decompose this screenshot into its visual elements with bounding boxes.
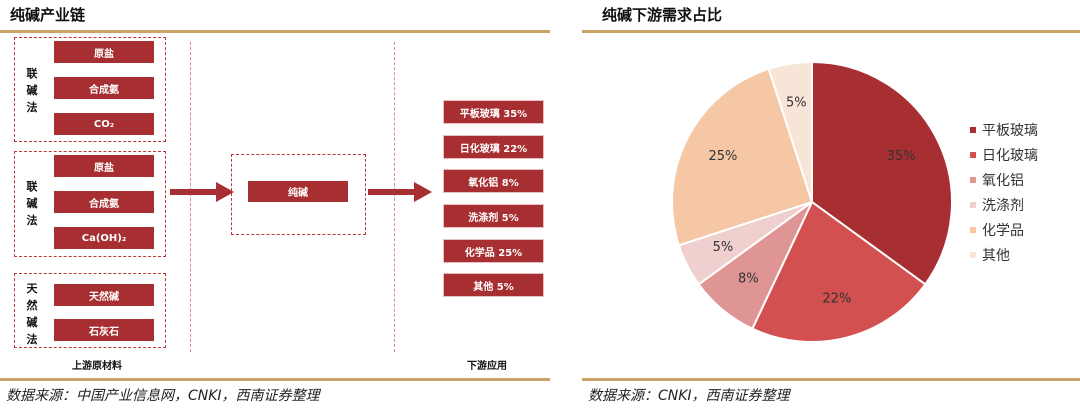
legend-label: 化学品 <box>982 222 1024 239</box>
legend-item: 洗涤剂 <box>970 192 1038 217</box>
supply-chain-panel: 纯碱产业链 联碱法 原盐 合成氨 CO₂ 联碱法 原盐 合成氨 Ca(OH)₂ … <box>0 6 550 404</box>
legend-swatch <box>970 151 976 158</box>
input-box-salt-2: 原盐 <box>54 155 154 177</box>
process-group-2 <box>14 151 166 257</box>
input-box-co2: CO₂ <box>54 113 154 135</box>
source-note: 数据来源：中国产业信息网，CNKI，西南证券整理 <box>6 388 320 404</box>
legend-item: 其他 <box>970 242 1038 267</box>
pie-legend: 平板玻璃日化玻璃氧化铝洗涤剂化学品其他 <box>970 117 1038 267</box>
pie-slice-label: 5% <box>713 240 734 255</box>
process-group-1-label: 联碱法 <box>26 67 38 114</box>
demand-share-panel: 纯碱下游需求占比 35% 22% 8% 5% 25% 5% 平板玻璃日化玻璃氧化铝洗涤剂化… <box>582 0 1080 416</box>
output-box-alumina: 氧化铝 8% <box>443 169 544 193</box>
legend-item: 化学品 <box>970 217 1038 242</box>
upstream-divider <box>190 42 191 352</box>
input-box-ammonia-2: 合成氨 <box>54 191 154 213</box>
output-box-flat-glass: 平板玻璃 35% <box>443 100 544 124</box>
process-group-3 <box>14 273 166 348</box>
legend-label: 氧化铝 <box>982 172 1024 189</box>
pie-slice-label: 35% <box>887 149 916 164</box>
input-box-trona: 天然碱 <box>54 284 154 306</box>
pie-chart-title: 纯碱下游需求占比 <box>602 6 723 24</box>
legend-item: 平板玻璃 <box>970 117 1038 142</box>
legend-label: 日化玻璃 <box>982 147 1038 164</box>
legend-item: 日化玻璃 <box>970 142 1038 167</box>
downstream-divider <box>394 42 395 352</box>
pie-slice-label: 22% <box>822 291 851 306</box>
input-box-caoh2: Ca(OH)₂ <box>54 227 154 249</box>
pie-slice-label: 5% <box>786 96 807 111</box>
pie-slice-label: 25% <box>708 149 737 164</box>
downstream-label: 下游应用 <box>467 361 507 372</box>
output-box-detergent: 洗涤剂 5% <box>443 204 544 228</box>
legend-label: 其他 <box>982 247 1010 264</box>
supply-chain-title: 纯碱产业链 <box>10 6 86 24</box>
input-box-salt-1: 原盐 <box>54 41 154 63</box>
arrow-right-icon <box>368 182 432 202</box>
input-box-limestone: 石灰石 <box>54 319 154 341</box>
pie-chart: 35% 22% 8% 5% 25% 5% <box>671 60 953 343</box>
legend-swatch <box>970 226 976 233</box>
source-note: 数据来源：CNKI，西南证券整理 <box>588 388 790 404</box>
legend-item: 氧化铝 <box>970 167 1038 192</box>
output-box-daily-glass: 日化玻璃 22% <box>443 135 544 159</box>
top-rule <box>582 30 1080 33</box>
legend-swatch <box>970 126 976 133</box>
bottom-rule <box>0 378 550 381</box>
pie-slice <box>811 60 953 286</box>
legend-swatch <box>970 201 976 208</box>
product-box-soda-ash: 纯碱 <box>248 181 348 202</box>
product-group <box>231 154 366 235</box>
process-group-2-label: 联碱法 <box>26 180 38 227</box>
top-rule <box>0 30 550 33</box>
legend-label: 洗涤剂 <box>982 197 1024 214</box>
pie-slice-label: 8% <box>738 272 759 287</box>
output-box-chemicals: 化学品 25% <box>443 239 544 263</box>
input-box-ammonia-1: 合成氨 <box>54 77 154 99</box>
output-box-other: 其他 5% <box>443 273 544 297</box>
pie-slice <box>671 67 814 247</box>
process-group-1 <box>14 37 166 142</box>
process-group-3-label: 天然碱法 <box>26 282 38 346</box>
legend-swatch <box>970 176 976 183</box>
arrow-right-icon <box>170 182 234 202</box>
legend-label: 平板玻璃 <box>982 122 1038 139</box>
legend-swatch <box>970 251 976 258</box>
upstream-label: 上游原材料 <box>72 361 122 372</box>
pie-slice <box>767 60 813 203</box>
bottom-rule <box>582 378 1080 381</box>
